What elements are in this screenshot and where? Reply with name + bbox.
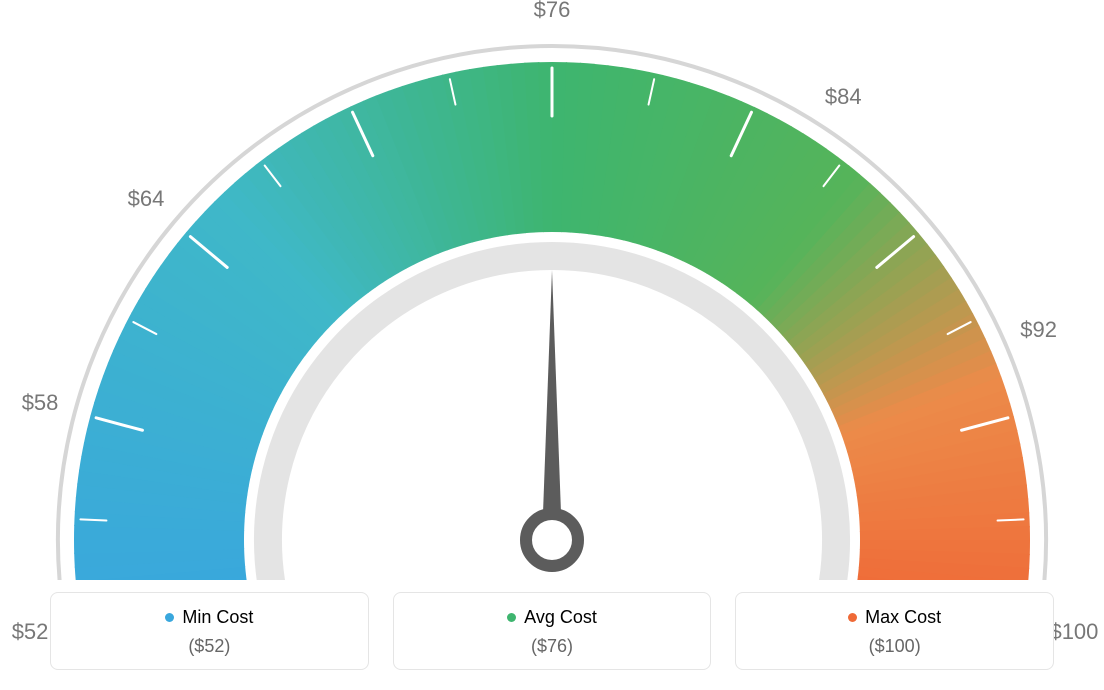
legend-label: Max Cost	[865, 607, 941, 628]
gauge-svg	[0, 0, 1104, 580]
gauge-tick-label: $58	[22, 390, 59, 416]
gauge-tick-label: $64	[128, 186, 165, 212]
legend-label: Min Cost	[182, 607, 253, 628]
gauge-area: $52$58$64$76$84$92$100	[0, 0, 1104, 580]
gauge-tick-label: $84	[825, 84, 862, 110]
legend-card-min: Min Cost ($52)	[50, 592, 369, 670]
legend-title-max: Max Cost	[848, 607, 941, 628]
dot-icon	[507, 613, 516, 622]
legend-row: Min Cost ($52) Avg Cost ($76) Max Cost (…	[50, 592, 1054, 670]
legend-card-avg: Avg Cost ($76)	[393, 592, 712, 670]
gauge-tick-label: $52	[12, 619, 49, 645]
gauge-tick-label: $92	[1020, 317, 1057, 343]
dot-icon	[848, 613, 857, 622]
legend-value: ($100)	[746, 636, 1043, 657]
legend-card-max: Max Cost ($100)	[735, 592, 1054, 670]
legend-value: ($76)	[404, 636, 701, 657]
cost-gauge-chart: $52 $58 $64 $76 $84 $92 $100 Min Cost ($52) Av…	[0, 0, 1104, 690]
gauge-tick-label: $76	[534, 0, 571, 23]
dot-icon	[165, 613, 174, 622]
legend-title-avg: Avg Cost	[507, 607, 597, 628]
gauge-tick-label: $100	[1049, 619, 1098, 645]
legend-value: ($52)	[61, 636, 358, 657]
legend-label: Avg Cost	[524, 607, 597, 628]
legend-title-min: Min Cost	[165, 607, 253, 628]
